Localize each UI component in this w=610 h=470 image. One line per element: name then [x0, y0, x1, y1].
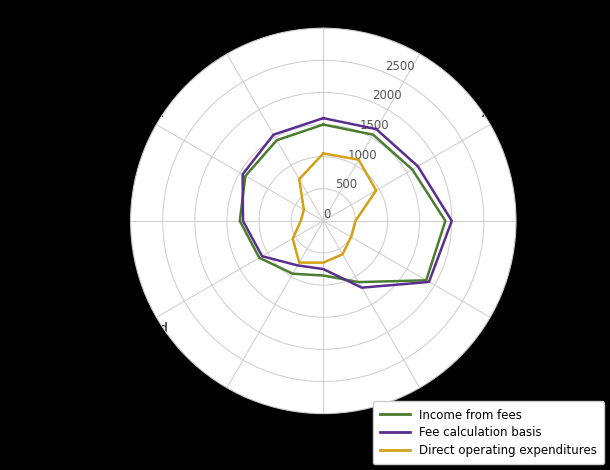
Legend: Income from fees, Fee calculation basis, Direct operating expenditures: Income from fees, Fee calculation basis,…: [373, 401, 604, 464]
